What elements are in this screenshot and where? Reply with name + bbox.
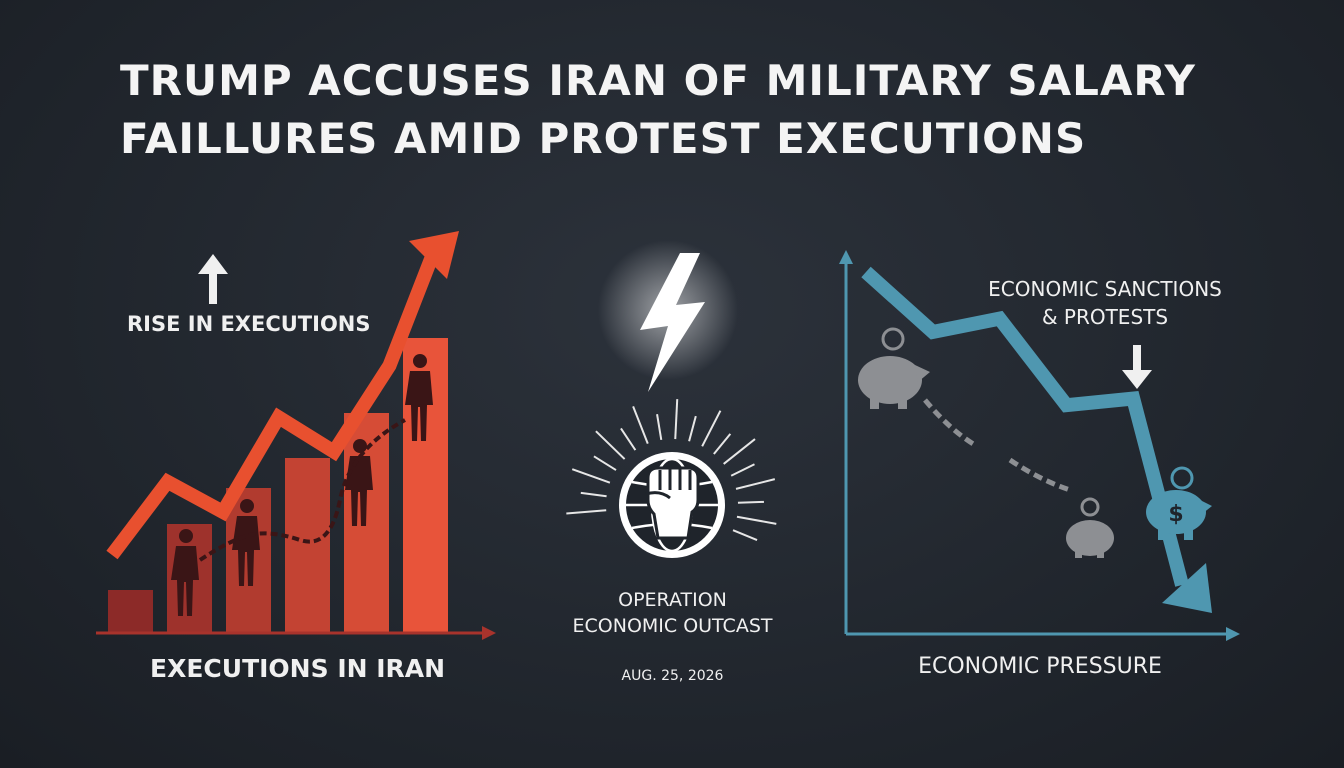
sunburst-ray bbox=[723, 438, 756, 465]
execution-bar bbox=[285, 458, 330, 632]
sunburst-ray bbox=[735, 478, 776, 490]
operation-title-line-2: ECONOMIC OUTCAST bbox=[572, 615, 773, 637]
sanctions-line-1: ECONOMIC SANCTIONS bbox=[988, 277, 1222, 301]
chain-icon bbox=[198, 418, 406, 562]
operation-date: AUG. 25, 2026 bbox=[621, 668, 724, 684]
sunburst-ray bbox=[566, 509, 607, 515]
sunburst-ray bbox=[632, 406, 649, 444]
right-y-axis-arrow bbox=[839, 250, 853, 264]
sunburst-ray bbox=[571, 468, 611, 484]
sunburst-ray bbox=[656, 414, 663, 441]
svg-text:$: $ bbox=[1168, 502, 1183, 527]
execution-bar bbox=[108, 590, 153, 632]
up-arrow-icon bbox=[198, 254, 228, 304]
sunburst-ray bbox=[730, 463, 755, 477]
pressure-trend-line bbox=[861, 266, 1189, 587]
execution-bar bbox=[344, 413, 389, 632]
sunburst-ray bbox=[595, 430, 626, 460]
sunburst-ray bbox=[674, 399, 679, 440]
sunburst-ray bbox=[737, 500, 764, 504]
figures-group bbox=[171, 354, 433, 616]
page-title: TRUMP ACCUSES IRAN OF MILITARY SALARY FA… bbox=[120, 52, 1220, 168]
execution-bars bbox=[108, 338, 448, 632]
raised-fist-icon bbox=[645, 466, 700, 540]
sunburst-ray bbox=[688, 415, 697, 442]
piggy-bank-icon bbox=[1066, 497, 1114, 558]
operation-title-line-1: OPERATION bbox=[618, 589, 727, 611]
trend-arrowhead bbox=[409, 231, 459, 279]
sanctions-protests-label: ECONOMIC SANCTIONS & PROTESTS bbox=[960, 275, 1250, 331]
rise-in-executions-label: RISE IN EXECUTIONS bbox=[127, 312, 371, 336]
dollar-piggy-bank-icon: $ bbox=[1146, 466, 1212, 540]
sanctions-line-2: & PROTESTS bbox=[1041, 305, 1169, 329]
sunburst-ray bbox=[701, 410, 722, 447]
sunburst-rays bbox=[566, 399, 777, 542]
operation-emblem bbox=[566, 240, 777, 558]
economic-pressure-chart: $ bbox=[839, 250, 1240, 641]
executions-chart bbox=[96, 231, 496, 640]
operation-title: OPERATION ECONOMIC OUTCAST bbox=[560, 587, 785, 639]
sunburst-ray bbox=[736, 515, 777, 525]
right-x-axis-arrow bbox=[1226, 627, 1240, 641]
trend-arrowhead-down bbox=[1162, 563, 1212, 613]
down-arrow-icon bbox=[1122, 345, 1152, 389]
lightning-bolt-icon bbox=[640, 253, 705, 392]
piggy-bank-icon bbox=[858, 327, 930, 409]
sunburst-ray bbox=[593, 455, 617, 471]
title-line-1: TRUMP ACCUSES IRAN OF MILITARY SALARY bbox=[120, 56, 1196, 105]
sunburst-ray bbox=[713, 433, 732, 455]
broken-chain-icon bbox=[923, 398, 1071, 493]
title-line-2: FAILLURES AMID PROTEST EXECUTIONS bbox=[120, 114, 1087, 163]
executions-caption: EXECUTIONS IN IRAN bbox=[150, 654, 446, 683]
execution-trend-line bbox=[106, 256, 438, 560]
sunburst-ray bbox=[580, 491, 607, 498]
person-figure-icon bbox=[171, 529, 199, 616]
person-figure-icon bbox=[405, 354, 433, 441]
economic-pressure-caption: ECONOMIC PRESSURE bbox=[918, 654, 1162, 679]
left-x-axis-arrow bbox=[482, 626, 496, 640]
sunburst-ray bbox=[732, 529, 758, 542]
sunburst-ray bbox=[620, 427, 637, 451]
person-figure-icon bbox=[345, 439, 373, 526]
